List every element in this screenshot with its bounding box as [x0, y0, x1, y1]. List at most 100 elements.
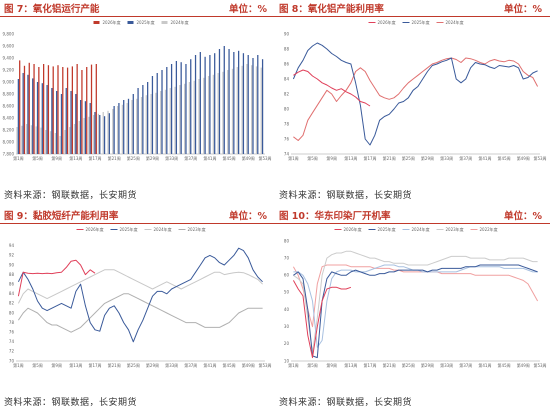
x-tick-label: 第21周: [108, 155, 121, 161]
panel-title-bar: 图 8：氧化铝产能利用率 单位：%: [275, 0, 550, 17]
panel-title-bar: 图 7：氧化铝运行产能 单位：%: [0, 0, 275, 17]
series-line-2023: [293, 250, 538, 353]
x-tick-label: 第37周: [184, 155, 197, 161]
bar-2026: [43, 64, 45, 154]
x-tick-label: 第17周: [363, 362, 376, 368]
x-tick-label: 第13周: [344, 362, 357, 368]
bar-2025: [22, 73, 24, 154]
bar-2025: [70, 91, 72, 154]
series-line-2026: [17, 259, 96, 297]
bar-2025: [118, 103, 120, 154]
x-tick-label: 第5周: [307, 155, 318, 161]
bar-2025: [51, 88, 53, 154]
x-tick-label: 第37周: [184, 362, 197, 368]
panel-unit: 单位：%: [503, 4, 542, 15]
bar-2026: [62, 67, 64, 154]
bar-2024: [69, 127, 71, 154]
source-note: 资料来源：钢联数据，长安期货: [279, 398, 413, 408]
y-tick-label: 72: [9, 349, 15, 354]
legend-label: 2023年度: [188, 226, 206, 232]
bar-2025: [56, 91, 58, 154]
panel-unit: 单位：%: [503, 211, 542, 222]
bar-2025: [228, 49, 230, 154]
bar-2025: [17, 79, 19, 154]
bar-2025: [194, 55, 197, 154]
bar-2025: [214, 53, 216, 155]
y-tick-label: 82: [9, 301, 15, 306]
bar-2024: [183, 83, 186, 154]
series-line-2024: [293, 264, 538, 348]
y-tick-label: 90: [9, 262, 15, 267]
series-line-2023: [17, 293, 263, 333]
x-tick-label: 第13周: [344, 155, 357, 161]
bar-2026: [52, 66, 54, 154]
bar-2024: [231, 68, 234, 154]
bar-2025: [36, 82, 39, 154]
bar-2026: [66, 67, 69, 154]
bar-2025: [32, 78, 34, 154]
y-tick-label: 84: [9, 291, 15, 296]
bar-2024: [174, 86, 176, 154]
bar-2024: [25, 124, 28, 154]
alumina-utilization-line-chart: 747678808284868890第1周 第5周 第9周 第13周 第17周 第21周第…: [284, 19, 547, 161]
bar-2024: [179, 85, 181, 154]
source-note: 资料来源：钢联数据，长安期货: [4, 398, 138, 408]
bar-2026: [28, 62, 30, 154]
bar-2025: [218, 49, 221, 154]
bar-2024: [45, 130, 47, 154]
series-line-2026: [292, 280, 352, 359]
bar-2024: [121, 104, 124, 154]
bar-2026: [81, 70, 83, 154]
y-tick-label: 86: [9, 282, 15, 287]
bar-2024: [49, 131, 52, 154]
legend-swatch: [127, 21, 134, 24]
series-line-2025: [293, 264, 538, 359]
bar-2026: [90, 64, 93, 154]
x-tick-label: 第17周: [88, 362, 101, 368]
bar-2025: [84, 101, 87, 154]
bar-2025: [65, 88, 67, 154]
legend-label: 2024年度: [154, 226, 172, 232]
bar-2024: [131, 100, 133, 154]
source-note: 资料来源：钢联数据，长安期货: [279, 191, 413, 201]
bar-2024: [93, 115, 95, 154]
bar-2024: [97, 113, 100, 154]
panel-alumina-utilization: 图 8：氧化铝产能利用率 单位：% 74 76 78 80 82 84 86 88 90 第1周 第…: [275, 0, 550, 207]
bar-2024: [40, 127, 42, 154]
bar-2025: [108, 113, 110, 154]
bar-2024: [102, 112, 104, 154]
y-tick-label: 74: [284, 151, 290, 156]
legend-label: 2026年度: [103, 19, 121, 25]
x-tick-label: 第53周: [533, 155, 546, 161]
series-line-2026: [293, 69, 371, 107]
bar-2024: [88, 116, 90, 154]
panel-alumina-capacity: 图 7：氧化铝运行产能 单位：% 7,800 8,000 8,200 8,400 8,6…: [0, 0, 275, 207]
y-tick-label: 76: [284, 136, 290, 141]
y-tick-label: 9,000: [3, 79, 15, 84]
bar-2025: [180, 62, 182, 155]
x-tick-label: 第49周: [242, 362, 255, 368]
y-tick-label: 88: [284, 46, 290, 51]
bar-2025: [147, 82, 149, 154]
bar-2025: [94, 112, 96, 154]
y-tick-label: 82: [284, 91, 290, 96]
bar-2024: [212, 74, 214, 154]
bar-2024: [73, 124, 76, 154]
legend-label: 2025年度: [137, 19, 155, 25]
y-tick-label: 60: [284, 273, 290, 278]
bar-2024: [198, 79, 200, 154]
y-tick-label: 86: [284, 61, 290, 66]
x-tick-label: 第41周: [478, 155, 491, 161]
x-tick-label: 第25周: [402, 362, 415, 368]
x-tick-label: 第9周: [51, 155, 62, 161]
bar-2025: [113, 106, 115, 154]
bar-2025: [170, 64, 173, 154]
bar-2024: [35, 126, 37, 154]
series-line-2025: [292, 42, 538, 146]
bar-2025: [103, 116, 106, 154]
x-tick-label: 第5周: [32, 362, 43, 368]
bar-2025: [156, 73, 158, 154]
y-tick-label: 50: [284, 290, 290, 295]
bar-2025: [46, 85, 48, 154]
y-tick-label: 8,000: [3, 139, 15, 144]
